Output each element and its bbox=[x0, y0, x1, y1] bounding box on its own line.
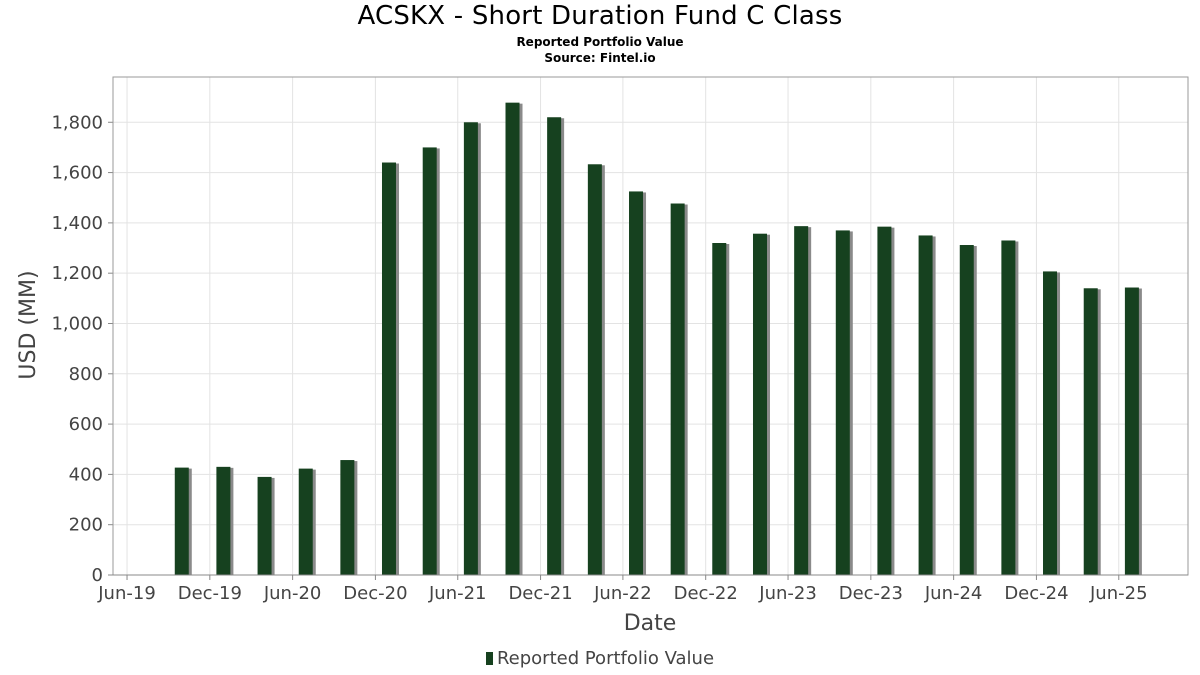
bar bbox=[1124, 287, 1139, 575]
axes: 0 200 400 600 800 1,000 1,200 1,400 1,600 1,800 Ju… bbox=[51, 76, 1189, 604]
y-tick-label: 1,600 bbox=[51, 163, 103, 184]
x-tick-label: Jun-23 bbox=[758, 583, 817, 604]
bar bbox=[629, 191, 644, 575]
bar bbox=[670, 203, 685, 575]
x-tick-label: Dec-22 bbox=[674, 583, 738, 604]
bar bbox=[877, 226, 892, 575]
bar bbox=[340, 460, 355, 575]
bar bbox=[1001, 240, 1016, 575]
x-tick-label: Dec-23 bbox=[839, 583, 903, 604]
bar bbox=[298, 468, 313, 575]
x-tick-label: Dec-21 bbox=[508, 583, 572, 604]
x-tick-label: Jun-25 bbox=[1089, 583, 1148, 604]
y-tick-label: 200 bbox=[69, 515, 103, 536]
chart-source: Source: Fintel.io bbox=[544, 51, 656, 65]
legend-label: Reported Portfolio Value bbox=[496, 648, 715, 669]
bars bbox=[174, 102, 1142, 576]
bar bbox=[1083, 288, 1098, 575]
bar bbox=[587, 164, 602, 575]
chart-title: ACSKX - Short Duration Fund C Class bbox=[357, 1, 843, 31]
bar bbox=[712, 243, 727, 575]
y-tick-label: 1,400 bbox=[51, 213, 103, 234]
x-axis-title: Date bbox=[624, 611, 677, 636]
y-axis-title: USD (MM) bbox=[16, 270, 41, 379]
x-tick-label: Dec-24 bbox=[1004, 583, 1068, 604]
x-tick-label: Jun-21 bbox=[428, 583, 487, 604]
x-tick-label: Jun-24 bbox=[924, 583, 983, 604]
x-tick-label: Jun-19 bbox=[97, 583, 156, 604]
y-tick-label: 800 bbox=[69, 364, 103, 385]
bar bbox=[959, 245, 974, 575]
bar bbox=[1043, 271, 1058, 575]
x-tick-label: Dec-20 bbox=[343, 583, 407, 604]
y-tick-label: 0 bbox=[92, 565, 103, 586]
bar bbox=[794, 226, 809, 575]
bar bbox=[835, 230, 850, 575]
x-tick-label: Jun-20 bbox=[263, 583, 322, 604]
bar bbox=[174, 467, 189, 575]
bar bbox=[257, 476, 272, 575]
y-tick-label: 1,000 bbox=[51, 313, 103, 334]
y-tick-label: 1,800 bbox=[51, 112, 103, 133]
x-tick-label: Jun-22 bbox=[593, 583, 652, 604]
y-tick-label: 600 bbox=[69, 414, 103, 435]
bar bbox=[463, 122, 478, 575]
chart-subtitle: Reported Portfolio Value bbox=[516, 35, 684, 49]
bar bbox=[547, 117, 562, 575]
x-tick-label: Dec-19 bbox=[178, 583, 242, 604]
legend-swatch bbox=[485, 652, 493, 665]
bar bbox=[422, 147, 437, 575]
bar bbox=[381, 162, 396, 576]
y-tick-label: 1,200 bbox=[51, 263, 103, 284]
bar bbox=[918, 235, 933, 576]
bar bbox=[752, 233, 767, 575]
bar bbox=[505, 102, 520, 576]
bar bbox=[216, 466, 231, 575]
legend: Reported Portfolio Value bbox=[0, 648, 1200, 669]
y-tick-label: 400 bbox=[69, 464, 103, 485]
